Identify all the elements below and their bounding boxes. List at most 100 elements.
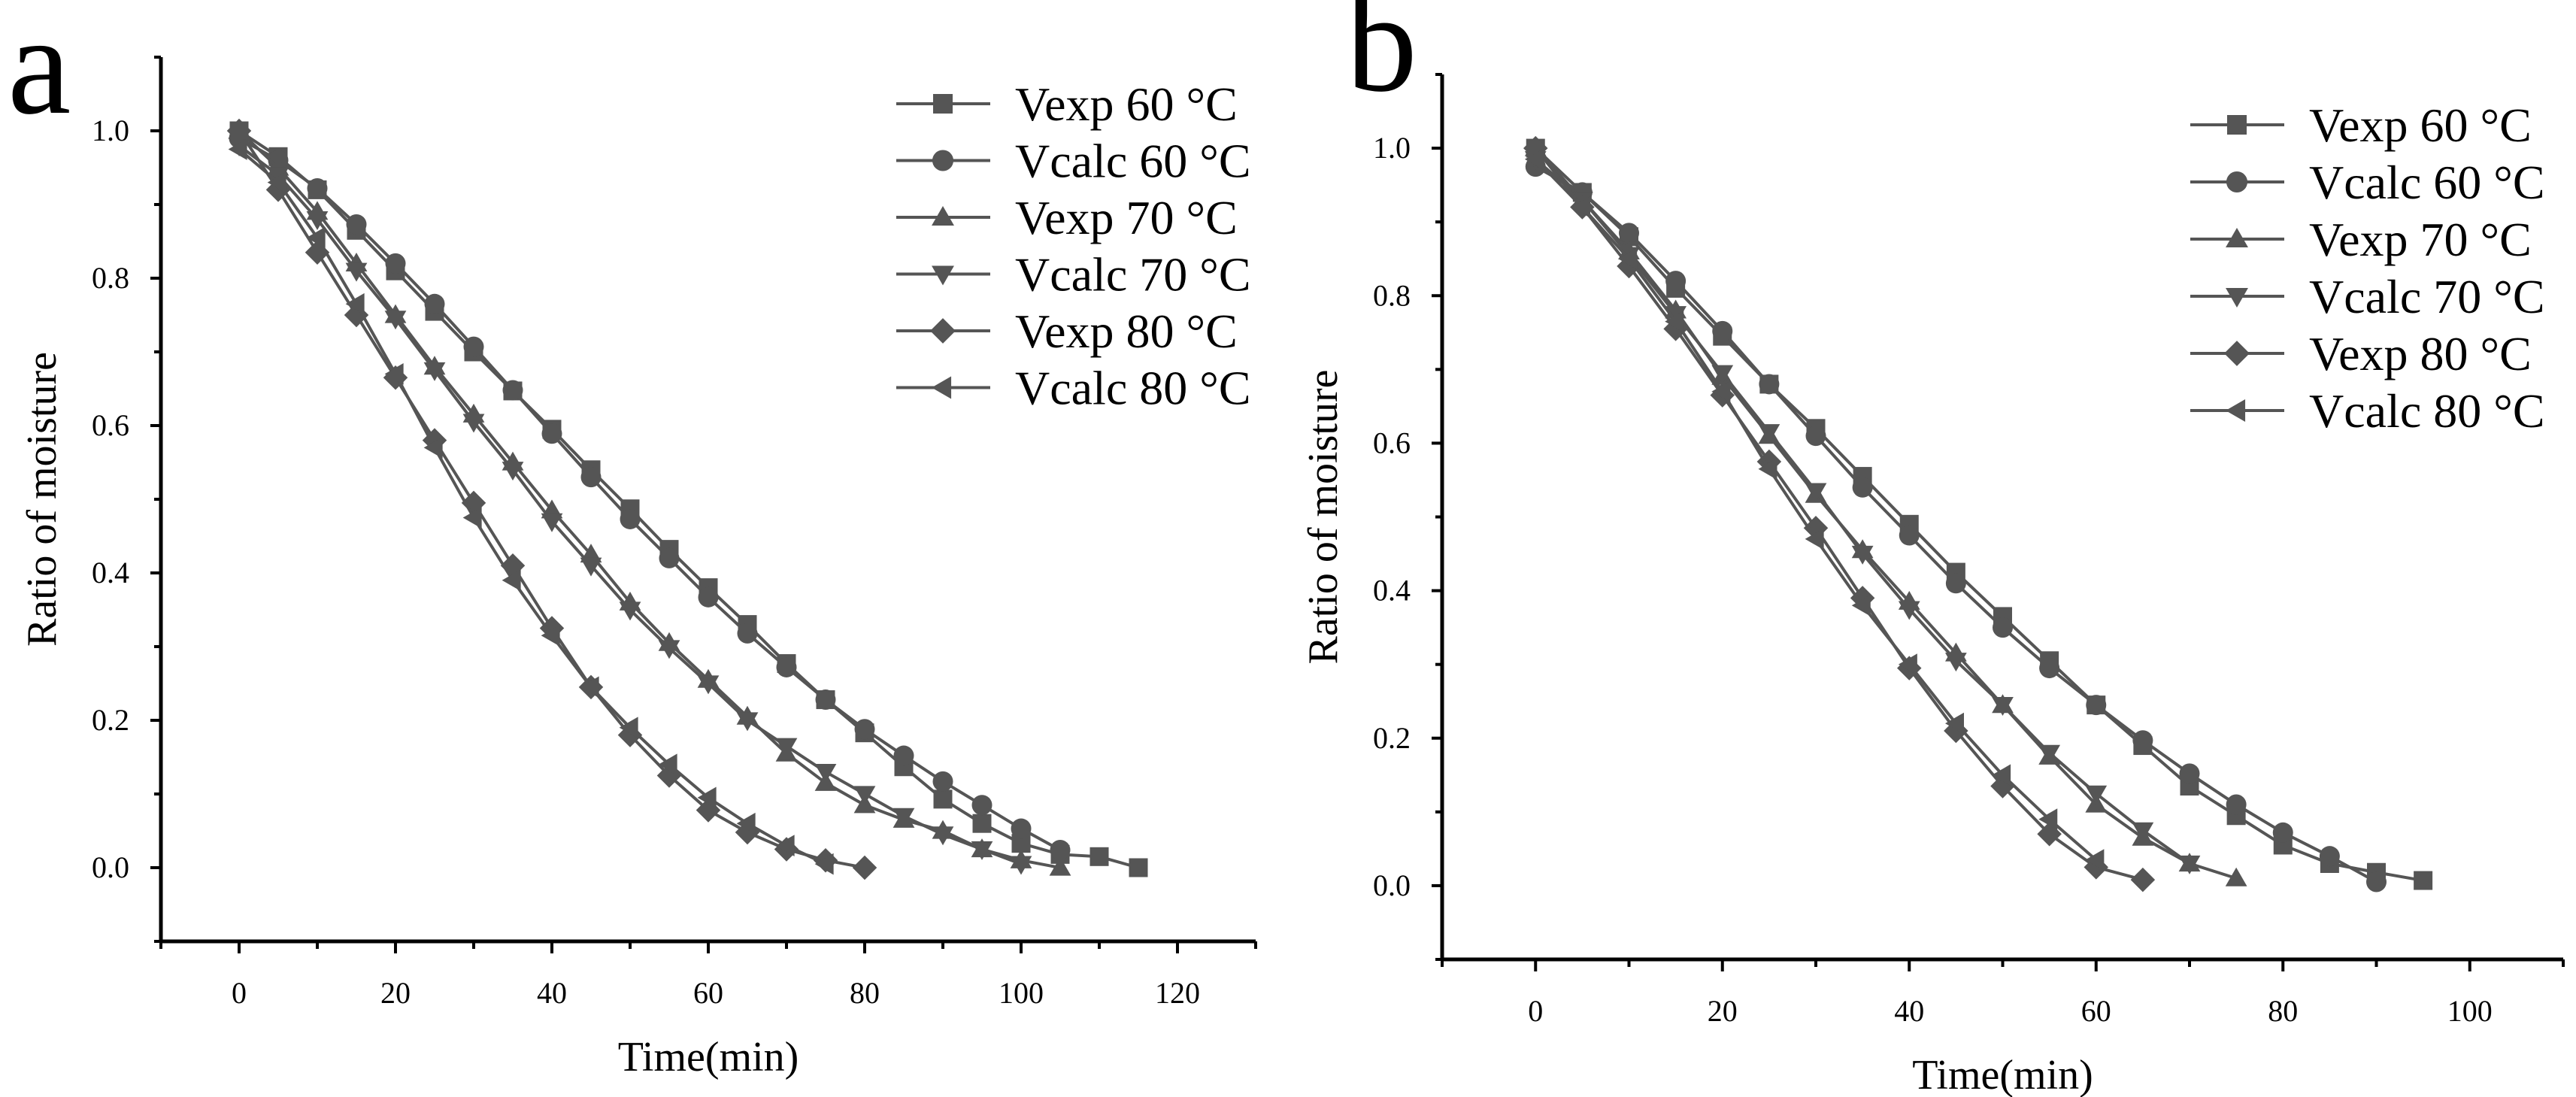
data-point-triangle-left bbox=[267, 171, 286, 193]
legend-item: Vcalc 80 °C bbox=[2190, 384, 2545, 438]
data-point-triangle-left bbox=[736, 812, 756, 835]
data-point-circle bbox=[659, 547, 680, 568]
data-point-triangle-up bbox=[2225, 867, 2247, 886]
data-point-circle bbox=[346, 214, 367, 235]
series-line bbox=[1534, 147, 2237, 880]
legend-label: Vcalc 70 °C bbox=[1015, 248, 1251, 302]
x-axis-title: Time(min) bbox=[1912, 1052, 2093, 1097]
data-point-triangle-down bbox=[2178, 855, 2201, 874]
data-point-triangle-down bbox=[893, 808, 915, 827]
data-point-circle bbox=[1619, 223, 1639, 244]
data-point-circle bbox=[424, 293, 445, 314]
data-point-circle bbox=[1805, 426, 1826, 447]
data-point-circle bbox=[541, 423, 562, 444]
data-point-triangle-down bbox=[306, 211, 329, 230]
data-point-circle bbox=[463, 336, 484, 357]
y-tick-label: 0.6 bbox=[92, 408, 129, 442]
data-point-circle bbox=[2319, 846, 2340, 867]
data-point-triangle-down bbox=[2132, 822, 2154, 841]
data-point-diamond bbox=[226, 118, 252, 144]
y-tick-label: 0.0 bbox=[1373, 868, 1411, 902]
x-tick-label: 100 bbox=[2447, 994, 2493, 1028]
data-point-triangle-down bbox=[1010, 856, 1032, 875]
data-point-circle bbox=[815, 689, 836, 711]
data-point-triangle-down bbox=[1992, 696, 2014, 716]
data-point-triangle-down bbox=[502, 462, 524, 481]
data-point-diamond bbox=[852, 855, 877, 880]
data-point-triangle-left bbox=[462, 507, 482, 529]
legend-marker-square-icon bbox=[2227, 115, 2247, 135]
data-point-circle bbox=[307, 177, 328, 198]
data-point-triangle-down bbox=[1805, 483, 1827, 502]
data-point-triangle-left bbox=[306, 226, 326, 249]
legend-label: Vexp 80 °C bbox=[1015, 305, 1238, 358]
data-point-circle bbox=[2179, 763, 2200, 784]
y-tick-label: 0.4 bbox=[92, 556, 129, 589]
x-tick-label: 20 bbox=[1708, 994, 1738, 1028]
series-triangle-down bbox=[228, 137, 1032, 875]
data-point-triangle-down bbox=[619, 602, 641, 621]
series-line bbox=[238, 147, 826, 865]
data-point-triangle-down bbox=[1758, 424, 1780, 444]
x-tick-label: 100 bbox=[999, 976, 1044, 1010]
x-tick-label: 80 bbox=[2268, 994, 2298, 1028]
legend-marker-triangle-left-icon bbox=[2226, 399, 2246, 422]
data-point-circle bbox=[1899, 525, 1920, 546]
legend-label: Vexp 70 °C bbox=[1015, 191, 1238, 244]
data-point-triangle-left bbox=[619, 717, 638, 739]
data-point-circle bbox=[502, 380, 523, 401]
series-square bbox=[1526, 138, 2433, 890]
data-point-triangle-down bbox=[658, 640, 680, 659]
data-point-triangle-down bbox=[541, 513, 563, 532]
data-point-triangle-left bbox=[2038, 808, 2058, 831]
data-point-triangle-down bbox=[1851, 545, 1874, 565]
legend-label: Vcalc 60 °C bbox=[1015, 135, 1251, 188]
data-point-triangle-left bbox=[423, 437, 443, 459]
data-point-triangle-down bbox=[423, 362, 446, 381]
y-tick-label: 0.4 bbox=[1373, 574, 1411, 608]
data-point-triangle-left bbox=[775, 835, 795, 856]
legend-item: Vcalc 60 °C bbox=[2190, 156, 2545, 209]
y-tick-label: 0.6 bbox=[1373, 426, 1411, 459]
data-point-triangle-left bbox=[384, 363, 404, 385]
panel-label: a bbox=[8, 0, 71, 144]
data-point-circle bbox=[1759, 374, 1780, 395]
legend-label: Vcalc 70 °C bbox=[2309, 270, 2545, 323]
data-point-triangle-left bbox=[1524, 148, 1544, 171]
series-line bbox=[1534, 147, 2423, 883]
x-tick-label: 40 bbox=[537, 976, 567, 1010]
data-point-square bbox=[1089, 847, 1109, 866]
legend-item: Vexp 70 °C bbox=[2190, 213, 2532, 266]
legend-label: Vexp 60 °C bbox=[1015, 77, 1238, 131]
legend-marker-triangle-down-icon bbox=[2226, 287, 2248, 308]
data-point-triangle-left bbox=[541, 624, 560, 647]
x-tick-label: 0 bbox=[1528, 994, 1543, 1028]
legend-label: Vcalc 80 °C bbox=[2309, 384, 2545, 438]
data-point-triangle-down bbox=[775, 738, 798, 757]
data-point-circle bbox=[1852, 477, 1873, 498]
legend-item: Vcalc 80 °C bbox=[896, 362, 1251, 415]
y-tick-label: 0.8 bbox=[92, 261, 129, 295]
y-tick-label: 0.2 bbox=[1373, 721, 1411, 755]
legend-marker-diamond-icon bbox=[930, 318, 956, 344]
data-point-circle bbox=[854, 719, 875, 740]
data-point-circle bbox=[2366, 871, 2387, 892]
data-point-triangle-down bbox=[580, 557, 602, 577]
x-tick-label: 0 bbox=[232, 976, 247, 1010]
data-point-triangle-left bbox=[502, 569, 521, 592]
legend-label: Vexp 60 °C bbox=[2309, 98, 2532, 152]
panel-label: b bbox=[1346, 0, 1417, 122]
data-point-triangle-left bbox=[814, 853, 834, 875]
data-point-square bbox=[1129, 858, 1148, 877]
data-point-triangle-up bbox=[1049, 856, 1071, 876]
data-point-triangle-down bbox=[971, 841, 993, 860]
y-axis-title: Ratio of moisture bbox=[19, 352, 65, 647]
data-point-circle bbox=[1665, 271, 1687, 292]
data-point-triangle-down bbox=[736, 712, 759, 732]
data-point-circle bbox=[2086, 695, 2107, 716]
series-triangle-left bbox=[1524, 148, 2105, 871]
data-point-diamond bbox=[2130, 867, 2156, 892]
data-point-square bbox=[2414, 871, 2433, 890]
